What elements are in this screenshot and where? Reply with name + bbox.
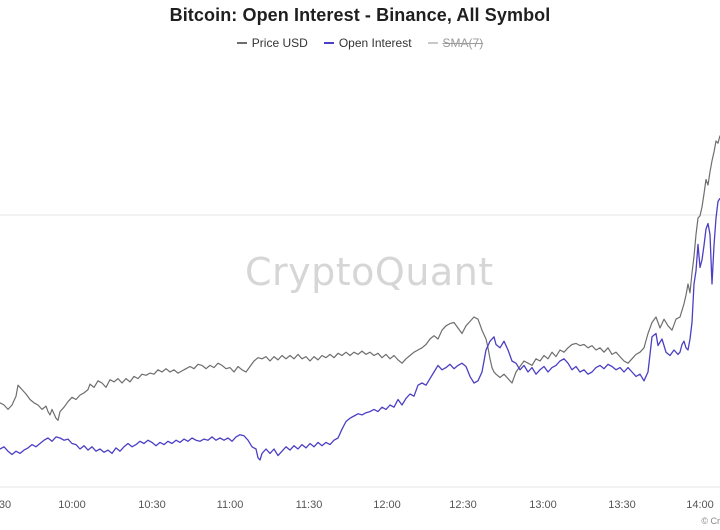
- x-tick-label: 13:00: [529, 499, 557, 511]
- x-tick-label: 10:30: [138, 499, 166, 511]
- x-tick-label: 14:00: [686, 499, 714, 511]
- x-axis: 30 10:00 10:30 11:00 11:30 12:00 12:30 13:00 13:…: [0, 499, 714, 511]
- legend-label-price-usd: Price USD: [251, 36, 308, 50]
- watermark: CryptoQuant: [245, 250, 494, 294]
- legend-label-sma7: SMA(7): [442, 36, 484, 50]
- chart-title: Bitcoin: Open Interest - Binance, All Sy…: [169, 5, 551, 25]
- x-tick-label: 13:30: [608, 499, 636, 511]
- legend-swatch-sma7: [427, 42, 438, 44]
- chart-series: [0, 135, 720, 461]
- x-tick-label: 12:30: [449, 499, 477, 511]
- series-line-price-usd: [0, 135, 720, 421]
- x-tick-label: 10:00: [58, 499, 86, 511]
- legend-swatch-open-interest: [323, 42, 334, 44]
- series-line-open-interest: [0, 197, 720, 461]
- legend-item-sma7[interactable]: SMA(7): [427, 36, 484, 50]
- chart-gridlines: [0, 214, 720, 488]
- legend-label-open-interest: Open Interest: [338, 36, 412, 50]
- x-tick-label: 12:00: [373, 499, 401, 511]
- x-tick-label: 11:30: [296, 499, 323, 511]
- legend-swatch-price-usd: [236, 42, 247, 44]
- x-tick-label: 30: [0, 499, 11, 511]
- x-tick-label: 11:00: [217, 499, 244, 511]
- legend-item-open-interest[interactable]: Open Interest: [323, 36, 412, 50]
- chart-legend: Price USD Open Interest SMA(7): [0, 36, 720, 50]
- legend-item-price-usd[interactable]: Price USD: [236, 36, 308, 50]
- copyright-text: © Cr: [701, 516, 720, 526]
